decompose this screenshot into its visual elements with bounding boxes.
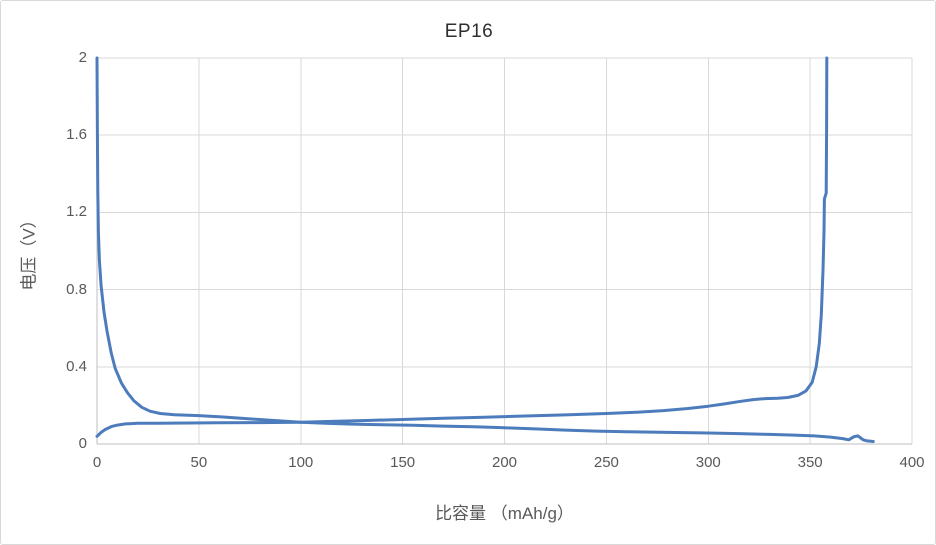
x-tick-label: 250 bbox=[593, 454, 619, 471]
x-tick-label: 150 bbox=[390, 454, 416, 471]
x-tick-label: 300 bbox=[695, 454, 721, 471]
y-tick-label: 0.8 bbox=[66, 280, 87, 298]
chart-title: EP16 bbox=[444, 21, 494, 42]
x-tick-label: 0 bbox=[92, 454, 102, 471]
x-tick-label: 100 bbox=[288, 454, 314, 471]
y-tick-label: 2 bbox=[78, 49, 87, 66]
y-tick-label: 1.2 bbox=[66, 203, 87, 221]
x-tick-label: 350 bbox=[797, 454, 823, 471]
x-tick-label: 200 bbox=[491, 454, 518, 471]
series-line-charge bbox=[95, 56, 829, 438]
x-axis-title: 比容量 （mAh/g） bbox=[435, 504, 574, 523]
y-tick-label: 0.4 bbox=[66, 357, 87, 375]
x-tick-label: 400 bbox=[899, 454, 925, 471]
y-tick-label: 0 bbox=[78, 435, 87, 452]
y-tick-label: 1.6 bbox=[66, 126, 87, 144]
x-tick-label: 50 bbox=[190, 454, 208, 471]
y-axis-title: 电压（V） bbox=[19, 211, 39, 291]
series-line-discharge bbox=[95, 56, 875, 443]
